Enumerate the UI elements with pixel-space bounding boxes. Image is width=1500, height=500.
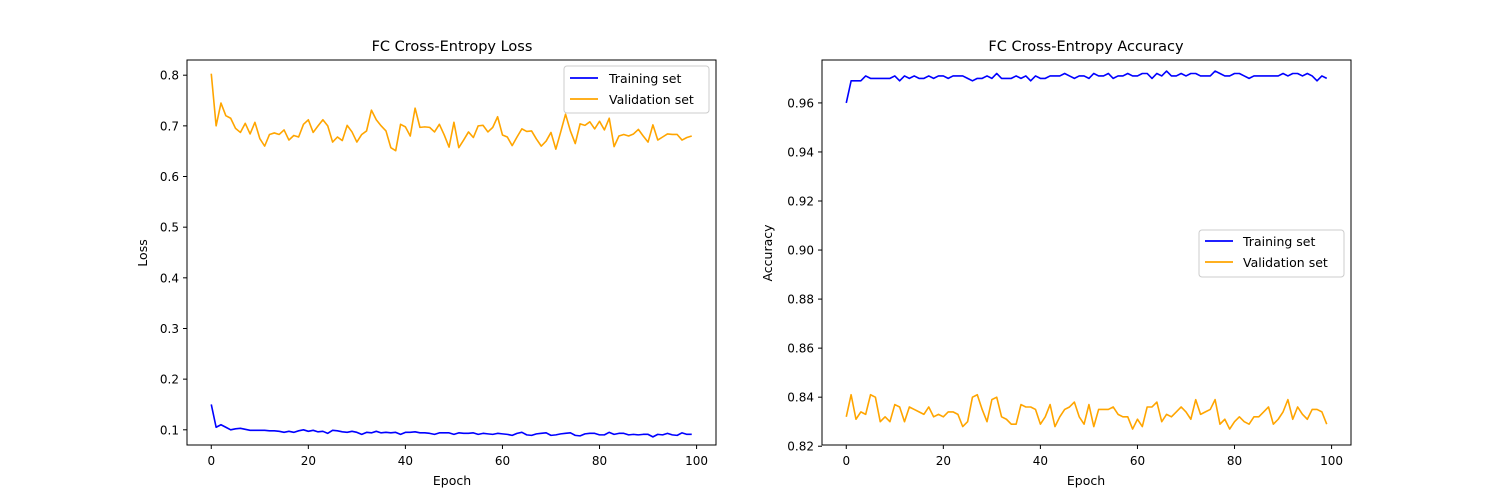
loss-y-tick-label: 0.6	[160, 170, 179, 184]
loss-plot-frame	[186, 59, 717, 446]
accuracy-y-tick-label: 0.90	[787, 244, 814, 258]
loss-x-axis-label: Epoch	[433, 473, 471, 488]
loss-y-axis: 0.1 0.2 0.3 0.4 0.5 0.6 0.7 0.8	[160, 69, 187, 437]
loss-legend-training-label: Training set	[608, 71, 681, 86]
loss-x-tick-label: 60	[495, 454, 510, 468]
loss-x-tick-label: 100	[685, 454, 708, 468]
accuracy-x-tick-label: 60	[1130, 454, 1145, 468]
accuracy-y-axis-label: Accuracy	[760, 224, 775, 282]
accuracy-plot-frame	[821, 59, 1352, 446]
accuracy-series-validation-line	[845, 393, 1328, 430]
accuracy-x-tick-label: 80	[1227, 454, 1242, 468]
loss-chart-title: FC Cross-Entropy Loss	[372, 39, 533, 55]
accuracy-legend-box	[1198, 229, 1345, 278]
loss-series-validation-line	[210, 73, 692, 152]
accuracy-y-tick-label: 0.94	[787, 145, 814, 159]
accuracy-x-tick-label: 100	[1320, 454, 1343, 468]
accuracy-chart-marks	[845, 70, 1328, 430]
accuracy-y-tick-label: 0.82	[787, 440, 814, 454]
accuracy-chart-title: FC Cross-Entropy Accuracy	[988, 39, 1184, 55]
loss-x-tick-label: 40	[398, 454, 413, 468]
accuracy-y-tick-label: 0.88	[787, 293, 814, 307]
loss-y-tick-label: 0.3	[160, 322, 179, 336]
accuracy-legend: Training set Validation set	[1198, 229, 1345, 278]
loss-legend-box	[563, 65, 710, 114]
loss-y-axis-label: Loss	[135, 239, 150, 266]
accuracy-x-tick-label: 0	[842, 454, 850, 468]
accuracy-y-axis: 0.82 0.84 0.86 0.88 0.90 0.92 0.94 0.96	[787, 96, 822, 454]
accuracy-x-axis-label: Epoch	[1067, 473, 1105, 488]
loss-y-tick-label: 0.2	[160, 373, 179, 387]
loss-x-tick-label: 0	[207, 454, 215, 468]
accuracy-series-training-line	[845, 70, 1328, 104]
accuracy-legend-validation-label: Validation set	[1243, 255, 1328, 270]
loss-x-tick-label: 80	[592, 454, 607, 468]
accuracy-chart: FC Cross-Entropy Accuracy 0 20 40 60 80 100 0…	[760, 39, 1352, 488]
loss-chart: FC Cross-Entropy Loss 0 20 40 60 80 100 0.10.…	[135, 39, 717, 488]
accuracy-x-tick-label: 40	[1033, 454, 1048, 468]
accuracy-y-tick-label: 0.92	[787, 195, 814, 209]
accuracy-y-tick-label: 0.84	[787, 391, 814, 405]
loss-y-tick-label: 0.5	[160, 221, 179, 235]
accuracy-x-axis: 0 20 40 60 80 100	[842, 445, 1343, 468]
loss-y-tick-label: 0.1	[160, 423, 179, 437]
accuracy-y-tick-label: 0.86	[787, 342, 814, 356]
accuracy-x-tick-label: 20	[936, 454, 951, 468]
loss-chart-marks	[210, 73, 692, 438]
loss-y-tick-label: 0.7	[160, 119, 179, 133]
loss-x-tick-label: 20	[301, 454, 316, 468]
loss-y-tick-label: 0.8	[160, 69, 179, 83]
loss-x-axis: 0 20 40 60 80 100	[207, 445, 708, 468]
loss-legend: Training set Validation set	[563, 65, 710, 114]
loss-y-tick-label: 0.4	[160, 271, 179, 285]
accuracy-legend-training-label: Training set	[1242, 234, 1315, 249]
loss-series-training-line	[210, 404, 692, 438]
loss-legend-validation-label: Validation set	[609, 92, 694, 107]
accuracy-y-tick-label: 0.96	[787, 96, 814, 110]
